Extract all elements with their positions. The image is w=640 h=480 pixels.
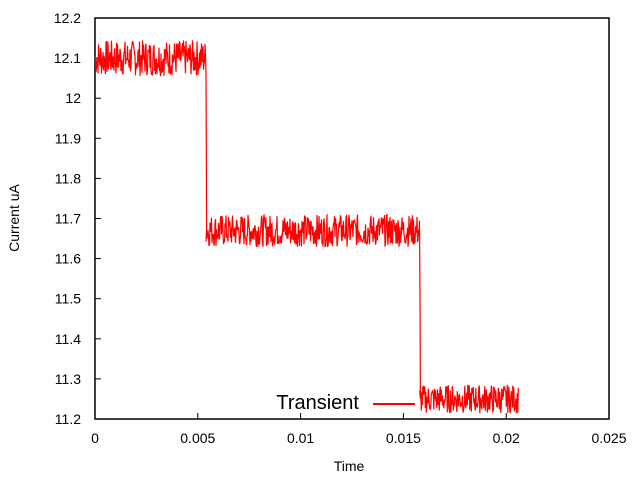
y-tick-label: 11.7 (55, 211, 81, 227)
x-tick-label: 0.025 (591, 430, 626, 446)
y-tick-label: 11.9 (55, 130, 81, 146)
x-tick-label: 0 (91, 430, 99, 446)
y-tick-label: 11.5 (55, 291, 81, 307)
y-axis-title: Current uA (6, 183, 22, 251)
y-tick-label: 12 (65, 90, 81, 106)
y-tick-label: 12.2 (54, 10, 81, 26)
legend: Transient (276, 392, 415, 414)
y-tick-label: 11.4 (55, 331, 81, 347)
x-tick-label: 0.005 (180, 430, 215, 446)
y-tick-label: 11.2 (55, 411, 81, 427)
y-tick-label: 11.6 (55, 251, 81, 267)
y-tick-label: 11.3 (55, 371, 81, 387)
x-tick-label: 0.01 (287, 430, 314, 446)
x-axis-tick-labels: 0 0.005 0.01 0.015 0.02 0.025 (91, 430, 627, 446)
x-axis-ticks (94, 413, 610, 419)
legend-label-transient: Transient (276, 392, 359, 414)
x-tick-label: 0.02 (493, 430, 520, 446)
y-tick-label: 11.8 (55, 170, 81, 186)
x-axis-title: Time (334, 458, 365, 474)
series-line-transient (94, 40, 519, 414)
x-tick-label: 0.015 (386, 430, 421, 446)
y-tick-label: 12.1 (54, 50, 81, 66)
series-layer (94, 40, 519, 414)
y-axis-tick-labels: 11.2 11.3 11.4 11.5 11.6 11.7 11.8 11.9 12 12.1 12… (54, 10, 81, 427)
plot-area (94, 17, 610, 420)
